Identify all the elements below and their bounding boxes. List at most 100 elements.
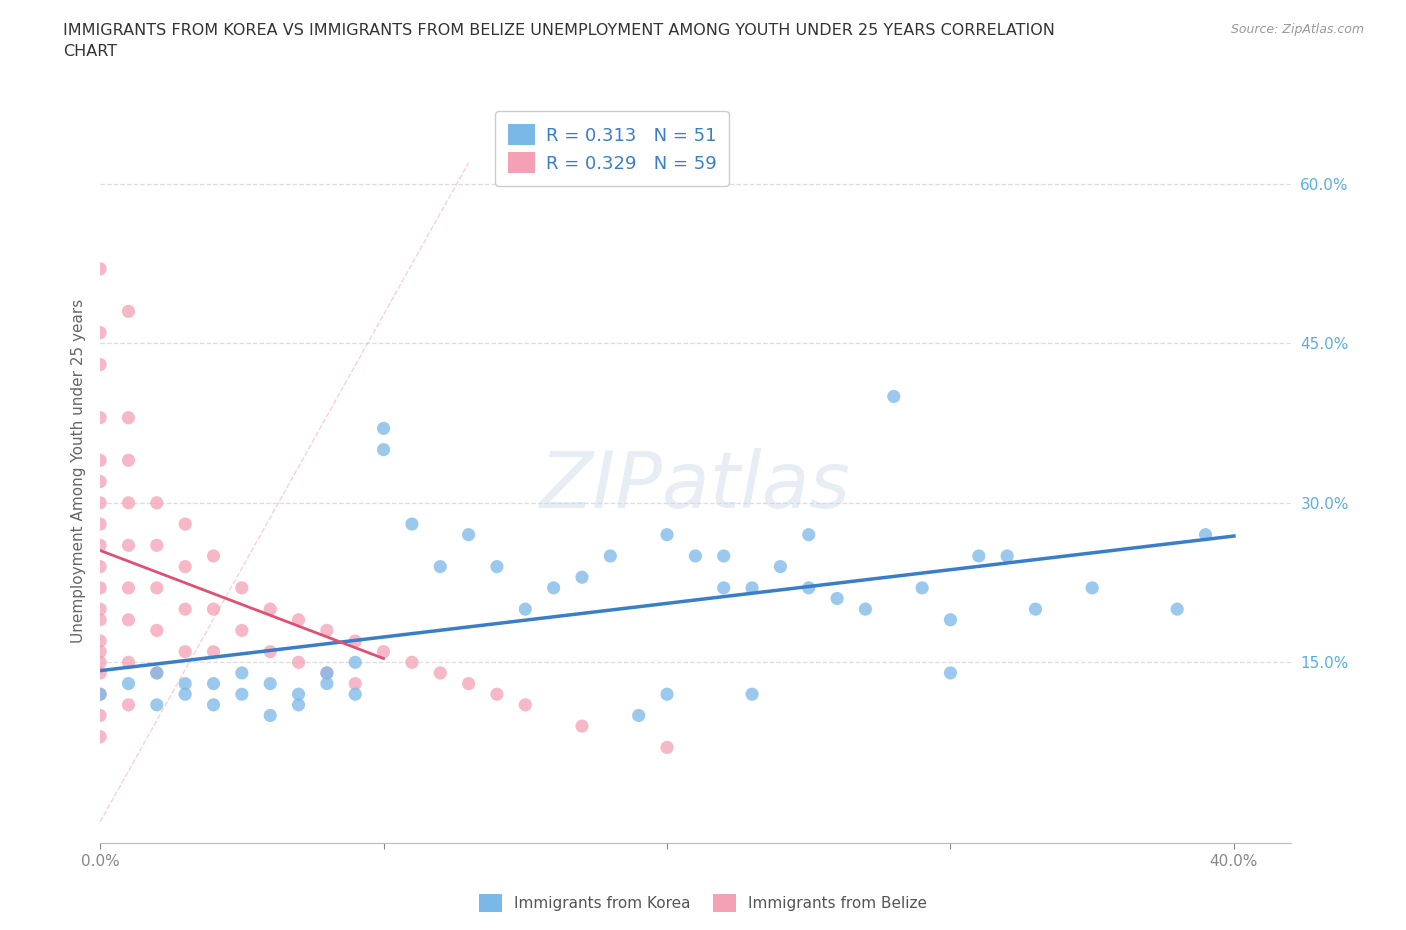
Point	[146, 698, 169, 712]
Point	[571, 719, 593, 734]
Text: ZIPatlas: ZIPatlas	[540, 447, 851, 524]
Point	[627, 708, 650, 723]
Point	[202, 602, 225, 617]
Point	[117, 676, 139, 691]
Point	[655, 527, 678, 542]
Point	[457, 527, 479, 542]
Point	[174, 517, 197, 532]
Point	[89, 496, 111, 511]
Point	[146, 538, 169, 552]
Point	[146, 666, 169, 681]
Point	[911, 580, 934, 595]
Point	[89, 326, 111, 340]
Point	[117, 410, 139, 425]
Point	[259, 602, 281, 617]
Point	[117, 538, 139, 552]
Point	[89, 655, 111, 670]
Point	[825, 591, 848, 606]
Point	[287, 612, 309, 627]
Point	[202, 676, 225, 691]
Point	[685, 549, 707, 564]
Point	[89, 474, 111, 489]
Point	[89, 666, 111, 681]
Point	[939, 666, 962, 681]
Point	[89, 729, 111, 744]
Point	[89, 580, 111, 595]
Point	[174, 676, 197, 691]
Point	[571, 570, 593, 585]
Point	[315, 666, 337, 681]
Point	[174, 644, 197, 659]
Point	[89, 602, 111, 617]
Point	[89, 708, 111, 723]
Point	[655, 686, 678, 701]
Point	[1024, 602, 1046, 617]
Point	[146, 623, 169, 638]
Point	[373, 421, 395, 436]
Point	[146, 496, 169, 511]
Point	[89, 357, 111, 372]
Point	[344, 676, 367, 691]
Point	[117, 698, 139, 712]
Point	[883, 389, 905, 404]
Legend: R = 0.313   N = 51, R = 0.329   N = 59: R = 0.313 N = 51, R = 0.329 N = 59	[495, 112, 728, 186]
Text: IMMIGRANTS FROM KOREA VS IMMIGRANTS FROM BELIZE UNEMPLOYMENT AMONG YOUTH UNDER 2: IMMIGRANTS FROM KOREA VS IMMIGRANTS FROM…	[63, 23, 1054, 60]
Point	[117, 612, 139, 627]
Point	[89, 644, 111, 659]
Point	[429, 666, 451, 681]
Point	[315, 666, 337, 681]
Point	[202, 644, 225, 659]
Point	[89, 686, 111, 701]
Point	[401, 517, 423, 532]
Point	[89, 612, 111, 627]
Point	[599, 549, 621, 564]
Point	[485, 559, 508, 574]
Point	[287, 698, 309, 712]
Point	[231, 623, 253, 638]
Point	[1194, 527, 1216, 542]
Text: Source: ZipAtlas.com: Source: ZipAtlas.com	[1230, 23, 1364, 36]
Point	[344, 686, 367, 701]
Point	[202, 549, 225, 564]
Point	[202, 698, 225, 712]
Point	[939, 612, 962, 627]
Point	[174, 602, 197, 617]
Point	[967, 549, 990, 564]
Point	[1081, 580, 1104, 595]
Point	[713, 549, 735, 564]
Point	[259, 644, 281, 659]
Point	[401, 655, 423, 670]
Point	[713, 580, 735, 595]
Point	[315, 623, 337, 638]
Point	[89, 453, 111, 468]
Point	[797, 580, 820, 595]
Point	[117, 496, 139, 511]
Point	[174, 559, 197, 574]
Y-axis label: Unemployment Among Youth under 25 years: Unemployment Among Youth under 25 years	[72, 299, 86, 643]
Point	[117, 655, 139, 670]
Point	[515, 602, 537, 617]
Point	[741, 686, 763, 701]
Point	[543, 580, 565, 595]
Point	[995, 549, 1018, 564]
Point	[485, 686, 508, 701]
Point	[89, 686, 111, 701]
Point	[373, 644, 395, 659]
Point	[89, 559, 111, 574]
Point	[315, 676, 337, 691]
Point	[259, 708, 281, 723]
Point	[231, 666, 253, 681]
Legend: Immigrants from Korea, Immigrants from Belize: Immigrants from Korea, Immigrants from B…	[472, 888, 934, 918]
Point	[287, 655, 309, 670]
Point	[429, 559, 451, 574]
Point	[259, 676, 281, 691]
Point	[174, 686, 197, 701]
Point	[797, 527, 820, 542]
Point	[89, 633, 111, 648]
Point	[89, 517, 111, 532]
Point	[146, 580, 169, 595]
Point	[373, 442, 395, 457]
Point	[741, 580, 763, 595]
Point	[1166, 602, 1188, 617]
Point	[146, 666, 169, 681]
